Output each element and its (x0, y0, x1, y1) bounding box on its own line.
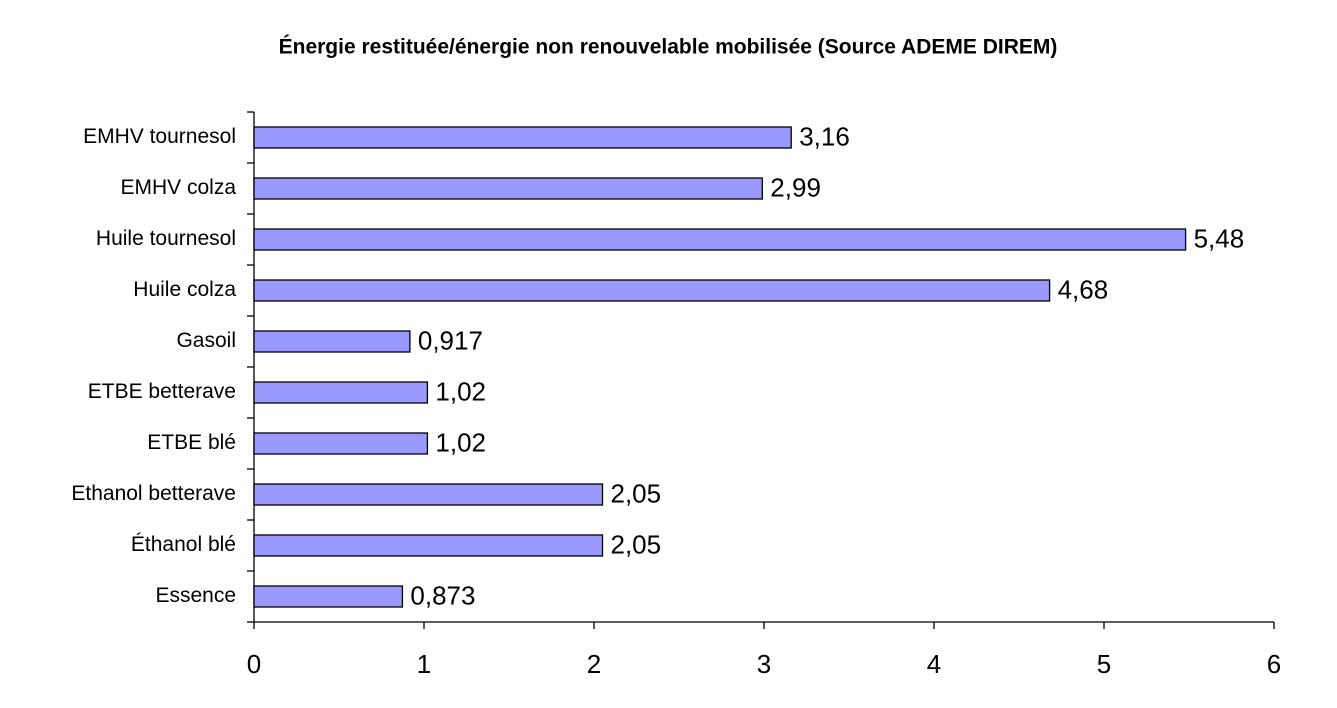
bar (253, 126, 792, 149)
x-tick-label: 2 (587, 649, 601, 679)
x-tick-label: 5 (1097, 649, 1111, 679)
value-label: 0,873 (410, 580, 475, 610)
y-tick-label: ETBE betterave (88, 380, 236, 403)
value-label: 2,05 (611, 478, 662, 508)
value-label: 1,02 (435, 376, 486, 406)
bar (253, 381, 429, 404)
y-tick-label: Essence (155, 584, 236, 607)
value-label: 0,917 (418, 325, 483, 355)
y-tick-label: EMHV tournesol (83, 125, 236, 148)
value-label: 4,68 (1058, 274, 1109, 304)
x-tick-label: 6 (1267, 649, 1281, 679)
y-tick-label: EMHV colza (120, 176, 236, 199)
y-tick-label: Ethanol betterave (71, 482, 236, 505)
value-label: 1,02 (435, 427, 486, 457)
bar (253, 279, 1051, 302)
bar (253, 330, 411, 353)
bar (253, 534, 604, 557)
bar (253, 228, 1187, 251)
value-label: 2,05 (611, 529, 662, 559)
chart-title: Énergie restituée/énergie non renouvelab… (279, 36, 1058, 59)
value-label: 5,48 (1194, 223, 1245, 253)
bar (253, 432, 429, 455)
x-tick-label: 4 (927, 649, 941, 679)
bar (253, 585, 404, 608)
x-tick-label: 1 (417, 649, 431, 679)
bar (253, 483, 604, 506)
bar (253, 177, 763, 200)
y-tick-label: Gasoil (176, 329, 236, 352)
y-tick-label: Éthanol blé (131, 533, 236, 556)
x-tick-label: 0 (247, 649, 261, 679)
y-tick-label: Huile tournesol (96, 227, 236, 250)
value-label: 2,99 (770, 172, 821, 202)
y-tick-label: ETBE blé (147, 431, 236, 454)
x-tick-label: 3 (757, 649, 771, 679)
y-tick-label: Huile colza (133, 278, 236, 301)
value-label: 3,16 (799, 121, 850, 151)
